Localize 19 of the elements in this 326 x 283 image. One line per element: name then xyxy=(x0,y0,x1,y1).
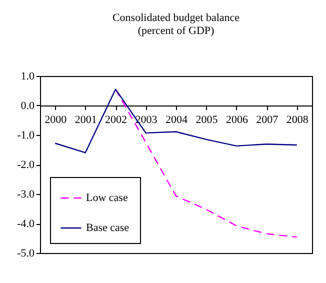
x-tick-label: 2002 xyxy=(105,114,128,126)
x-tick-label: 2005 xyxy=(196,114,218,126)
x-tick-label: 2008 xyxy=(286,114,309,126)
chart-title: Consolidated budget balance xyxy=(112,12,240,24)
legend-label: Base case xyxy=(86,222,130,234)
x-tick-label: 2001 xyxy=(74,114,97,126)
y-tick-label: -1.0 xyxy=(17,130,35,142)
y-tick-label: -3.0 xyxy=(17,188,35,200)
legend-label: Low case xyxy=(86,192,128,204)
x-tick-label: 2007 xyxy=(256,114,279,126)
y-tick-label: -4.0 xyxy=(17,218,35,230)
y-tick-label: 1.0 xyxy=(20,70,35,82)
y-tick-label: -5.0 xyxy=(17,248,35,260)
chart-subtitle: (percent of GDP) xyxy=(138,25,215,37)
x-tick-label: 2004 xyxy=(166,114,188,126)
y-tick-label: 0.0 xyxy=(20,100,35,112)
x-tick-label: 2000 xyxy=(44,114,68,126)
x-tick-label: 2006 xyxy=(226,114,248,126)
y-tick-label: -2.0 xyxy=(17,159,35,171)
